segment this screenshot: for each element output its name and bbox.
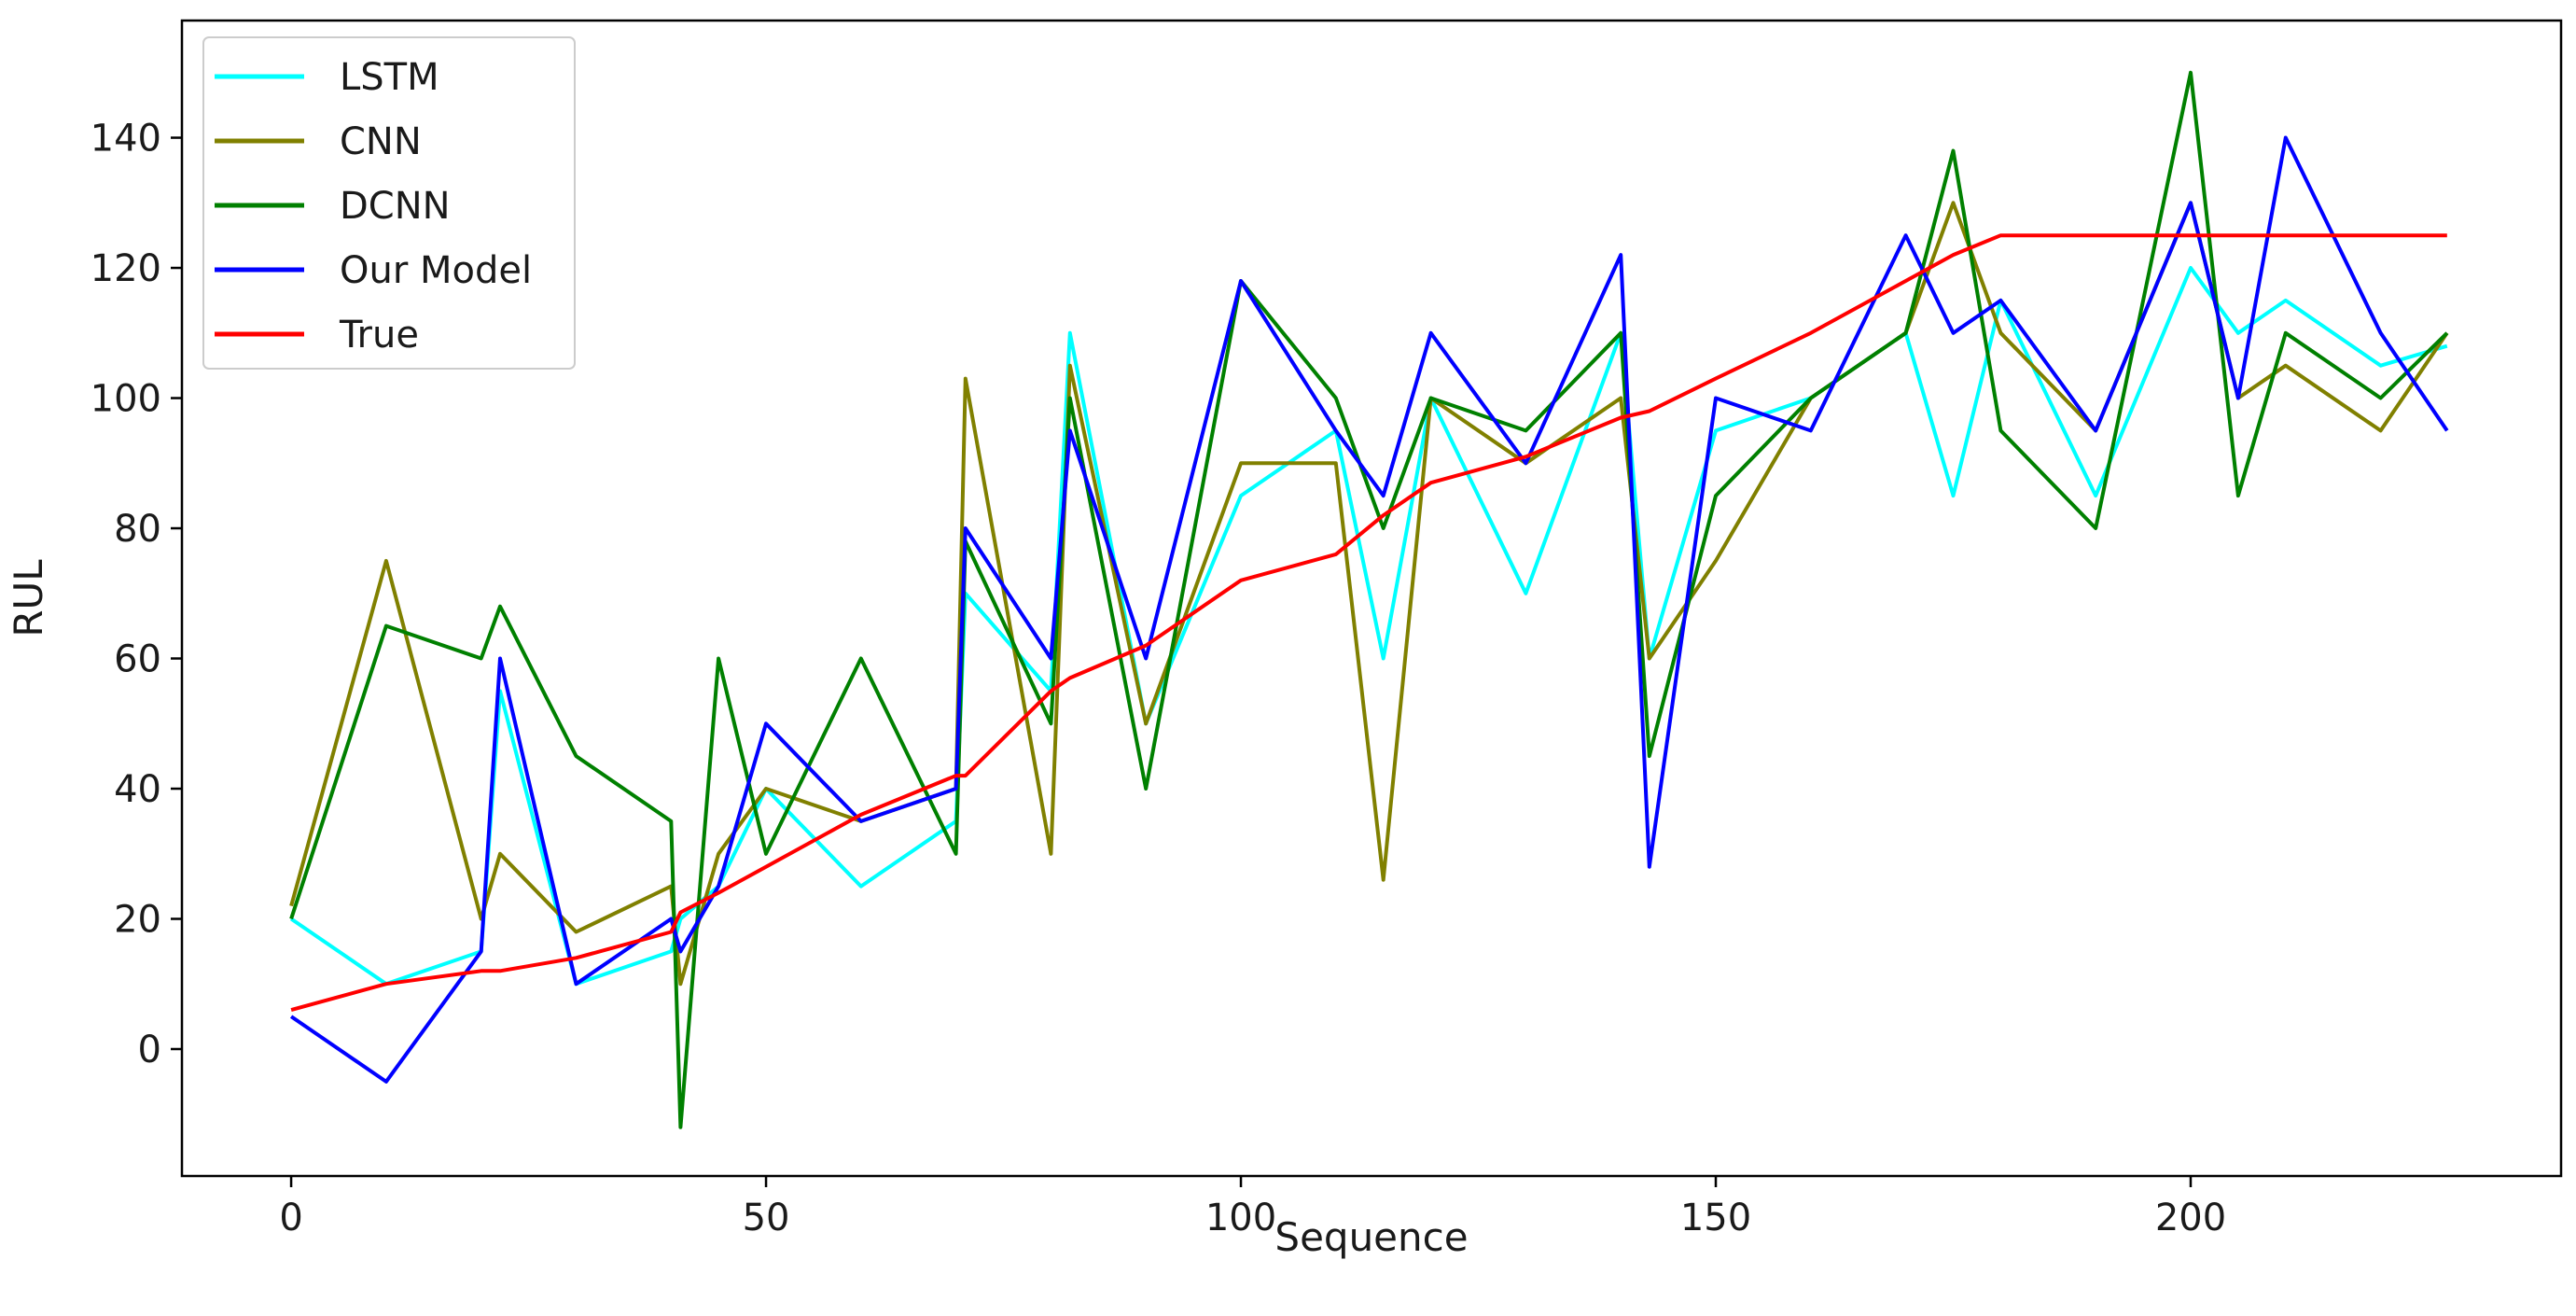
series-line-true: [290, 233, 2447, 1013]
legend-label-lstm: LSTM: [340, 56, 439, 99]
legend-label-cnn: CNN: [340, 120, 422, 163]
y-tick-label: 60: [114, 638, 161, 681]
y-axis-label: RUL: [6, 559, 51, 637]
y-tick-label: 20: [114, 899, 161, 942]
y-tick-label: 120: [91, 247, 161, 290]
legend-label-our-model: Our Model: [340, 249, 532, 292]
y-tick-label: 100: [91, 378, 161, 421]
y-tick-label: 140: [91, 118, 161, 161]
y-tick-label: 80: [114, 508, 161, 551]
legend: LSTM CNN DCNN Our Model True: [202, 36, 576, 370]
legend-label-dcnn: DCNN: [340, 185, 451, 228]
y-tick-label: 0: [138, 1029, 161, 1071]
legend-box: [202, 36, 576, 370]
x-tick-label: 150: [1680, 1197, 1751, 1239]
y-tick-label: 40: [114, 768, 161, 811]
legend-label-true: True: [339, 314, 419, 357]
series-line-our-model: [289, 135, 2449, 1084]
x-tick-label: 100: [1205, 1197, 1276, 1239]
x-tick-label: 200: [2155, 1197, 2226, 1239]
x-axis-label: Sequence: [1274, 1214, 1468, 1260]
x-tick-label: 50: [743, 1197, 790, 1239]
x-tick-label: 0: [279, 1197, 302, 1239]
